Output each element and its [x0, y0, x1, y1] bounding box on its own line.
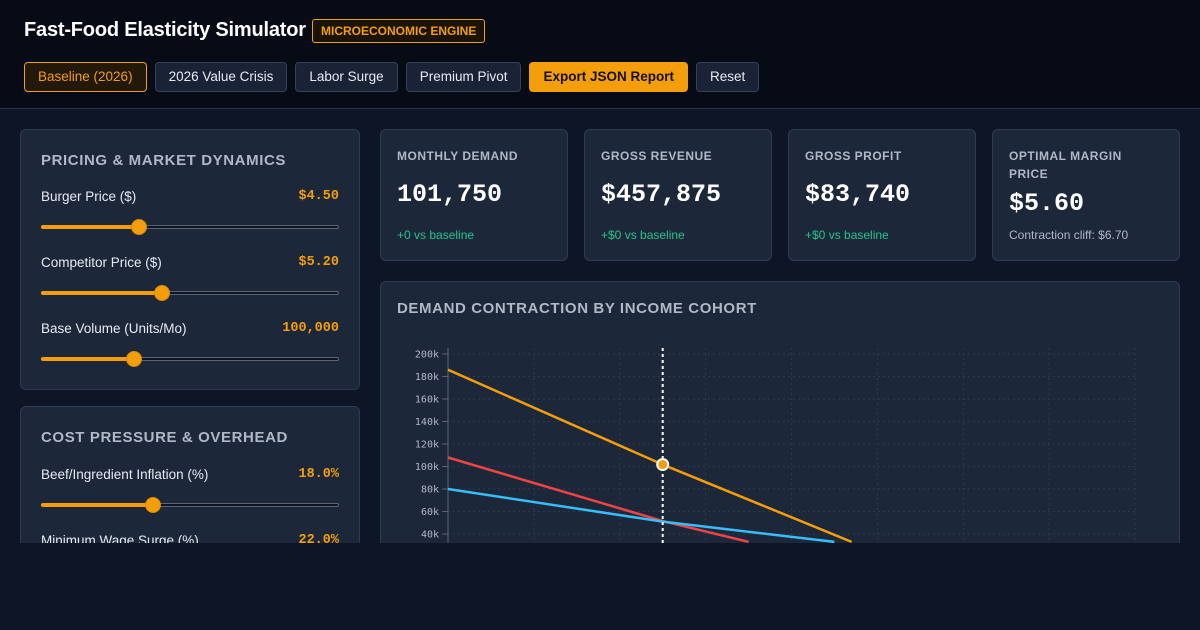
scenario-value-crisis-button[interactable]: 2026 Value Crisis [154, 62, 288, 92]
burger-price-value: $4.50 [298, 189, 339, 204]
y-tick-label: 40k [421, 530, 439, 541]
beef-inflation-label: Beef/Ingredient Inflation (%) [41, 467, 209, 482]
competitor-price-label: Competitor Price ($) [41, 255, 162, 270]
y-tick-label: 200k [415, 350, 439, 361]
beef-inflation-value: 18.0% [298, 467, 339, 482]
base-volume-slider-handle[interactable] [126, 351, 142, 367]
app-header: Fast-Food Elasticity Simulator MICROECON… [0, 0, 1200, 109]
burger-price-label: Burger Price ($) [41, 189, 137, 204]
y-tick-label: 100k [415, 462, 439, 473]
competitor-price-slider[interactable] [41, 285, 339, 301]
reset-button[interactable]: Reset [696, 62, 760, 92]
y-tick-label: 140k [415, 417, 439, 428]
cost-panel-clip: COST PRESSURE & OVERHEAD Beef/Ingredient… [20, 406, 360, 543]
kpi-revenue-delta: +$0 vs baseline [601, 228, 685, 242]
kpi-demand-label: MONTHLY DEMAND [397, 149, 519, 163]
y-tick-label: 120k [415, 440, 439, 451]
chart-panel: DEMAND CONTRACTION BY INCOME COHORT 200k… [380, 281, 1180, 543]
competitor-price-slider-handle[interactable] [154, 285, 170, 301]
chart-panel-clip: DEMAND CONTRACTION BY INCOME COHORT 200k… [380, 281, 1180, 543]
base-volume-value: 100,000 [282, 321, 339, 336]
scenario-premium-pivot-button[interactable]: Premium Pivot [405, 62, 522, 92]
kpi-optimal-note: Contraction cliff: $6.70 [1009, 228, 1129, 242]
wage-surge-value: 22.0% [298, 533, 339, 543]
y-tick-label: 80k [421, 485, 439, 496]
kpi-revenue-label: GROSS REVENUE [601, 149, 713, 163]
series-line-1 [447, 456, 749, 543]
app-title: Fast-Food Elasticity Simulator [24, 19, 306, 41]
y-tick-label: 160k [415, 395, 439, 406]
beef-inflation-slider[interactable] [41, 497, 339, 513]
y-tick-label: 180k [415, 372, 439, 383]
kpi-card-profit: GROSS PROFIT $83,740 +$0 vs baseline [788, 129, 976, 261]
kpi-demand-value: 101,750 [397, 180, 503, 209]
export-json-button[interactable]: Export JSON Report [529, 62, 688, 92]
y-tick-label: 60k [421, 507, 439, 518]
series-line-2 [447, 487, 835, 543]
kpi-card-optimal-price: OPTIMAL MARGIN PRICE $5.60 Contraction c… [992, 129, 1180, 261]
scenario-toolbar: Baseline (2026) 2026 Value Crisis Labor … [24, 62, 760, 92]
beef-inflation-slider-handle[interactable] [145, 497, 161, 513]
pricing-panel-title: PRICING & MARKET DYNAMICS [41, 152, 287, 169]
kpi-card-revenue: GROSS REVENUE $457,875 +$0 vs baseline [584, 129, 772, 261]
kpi-card-demand: MONTHLY DEMAND 101,750 +0 vs baseline [380, 129, 568, 261]
scenario-labor-surge-button[interactable]: Labor Surge [295, 62, 398, 92]
pricing-panel: PRICING & MARKET DYNAMICS Burger Price (… [20, 129, 360, 390]
burger-price-slider[interactable] [41, 219, 339, 235]
base-volume-slider[interactable] [41, 351, 339, 367]
chart-title: DEMAND CONTRACTION BY INCOME COHORT [397, 300, 757, 317]
base-volume-label: Base Volume (Units/Mo) [41, 321, 187, 336]
cost-panel-title: COST PRESSURE & OVERHEAD [41, 429, 288, 446]
engine-badge: MICROECONOMIC ENGINE [312, 19, 486, 43]
burger-price-slider-handle[interactable] [131, 219, 147, 235]
kpi-revenue-value: $457,875 [601, 180, 722, 209]
kpi-profit-delta: +$0 vs baseline [805, 228, 889, 242]
cost-panel: COST PRESSURE & OVERHEAD Beef/Ingredient… [20, 406, 360, 543]
kpi-demand-delta: +0 vs baseline [397, 228, 475, 242]
kpi-profit-label: GROSS PROFIT [805, 149, 902, 163]
current-demand-point [656, 458, 670, 472]
kpi-optimal-value: $5.60 [1009, 189, 1085, 218]
wage-surge-label: Minimum Wage Surge (%) [41, 533, 199, 543]
demand-chart: 200k 180k 160k 140k 120k 100k 80k 60k 40k [415, 348, 1136, 543]
kpi-optimal-label: OPTIMAL MARGIN PRICE [1009, 149, 1122, 181]
competitor-price-value: $5.20 [298, 255, 339, 270]
scenario-baseline-button[interactable]: Baseline (2026) [24, 62, 147, 92]
kpi-profit-value: $83,740 [805, 180, 911, 209]
